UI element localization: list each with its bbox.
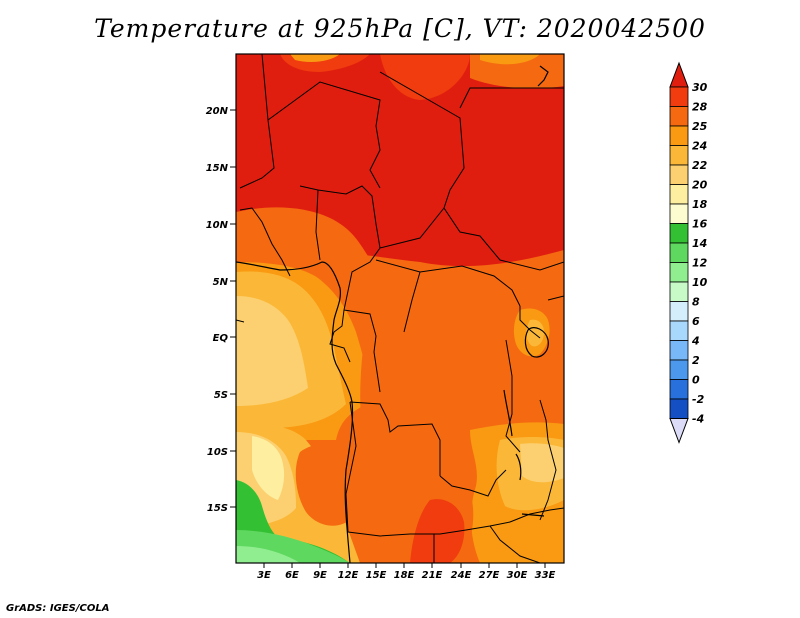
lon-label: 27E [479,570,500,581]
lon-label: 3E [257,570,271,581]
colorbar-swatch [669,281,689,302]
lat-label: 10S [207,447,228,458]
credit-label: GrADS: IGES/COLA [6,603,110,614]
colorbar-label: 22 [692,159,708,172]
colorbar-bottom-arrow [669,418,689,444]
colorbar-swatch [669,184,689,205]
colorbar-label: 12 [692,257,708,270]
colorbar-label: 6 [692,315,700,328]
colorbar-label: 28 [692,101,708,114]
lon-label: 6E [285,570,299,581]
colorbar-label: 8 [692,296,700,309]
colorbar-swatch [669,340,689,361]
colorbar-swatch [669,320,689,341]
temperature-field [236,54,564,563]
colorbar-label: 20 [692,179,708,192]
colorbar-swatch [669,145,689,166]
colorbar-label: 4 [691,335,700,348]
colorbar-label: 18 [692,198,708,211]
lon-label: 15E [366,570,387,581]
colorbar-swatch [669,203,689,224]
colorbar-top-arrow [669,61,689,88]
colorbar-swatch [669,301,689,322]
lon-label: 9E [313,570,327,581]
lat-label: EQ [213,333,229,344]
colorbar-swatch [669,398,689,419]
lat-label: 20N [206,106,229,117]
colorbar-label: 30 [692,81,708,94]
lat-label: 5S [214,390,228,401]
colorbar-label: -2 [692,393,705,406]
lon-label: 12E [338,570,359,581]
lat-label: 15S [207,503,228,514]
colorbar-swatch [669,164,689,185]
colorbar-label: 2 [692,354,700,367]
colorbar-label: 25 [692,120,708,133]
lat-label: 5N [213,277,229,288]
coastlines [236,65,549,563]
lon-label: 33E [535,570,556,581]
colorbar-swatch [669,86,689,107]
colorbar-label: 0 [692,374,700,387]
colorbar-label: -4 [692,413,704,426]
lon-label: 30E [507,570,528,581]
colorbar-swatch [669,106,689,127]
country-borders [236,54,564,563]
lon-label: 24E [451,570,472,581]
colorbar-swatch [669,359,689,380]
lat-label: 10N [206,220,229,231]
colorbar-label: 16 [692,218,708,231]
lon-label: 21E [422,570,443,581]
colorbar-swatch [669,223,689,244]
colorbar-swatch [669,242,689,263]
lon-label: 18E [394,570,415,581]
map-frame [235,53,565,564]
colorbar-swatch [669,262,689,283]
map-title: Temperature at 925hPa [C], VT: 202004250… [94,14,706,43]
colorbar-label: 10 [692,276,708,289]
colorbar-swatch [669,379,689,400]
colorbar-label: 24 [692,140,707,153]
lat-label: 15N [206,163,229,174]
colorbar-label: 14 [692,237,707,250]
colorbar-swatch [669,125,689,146]
